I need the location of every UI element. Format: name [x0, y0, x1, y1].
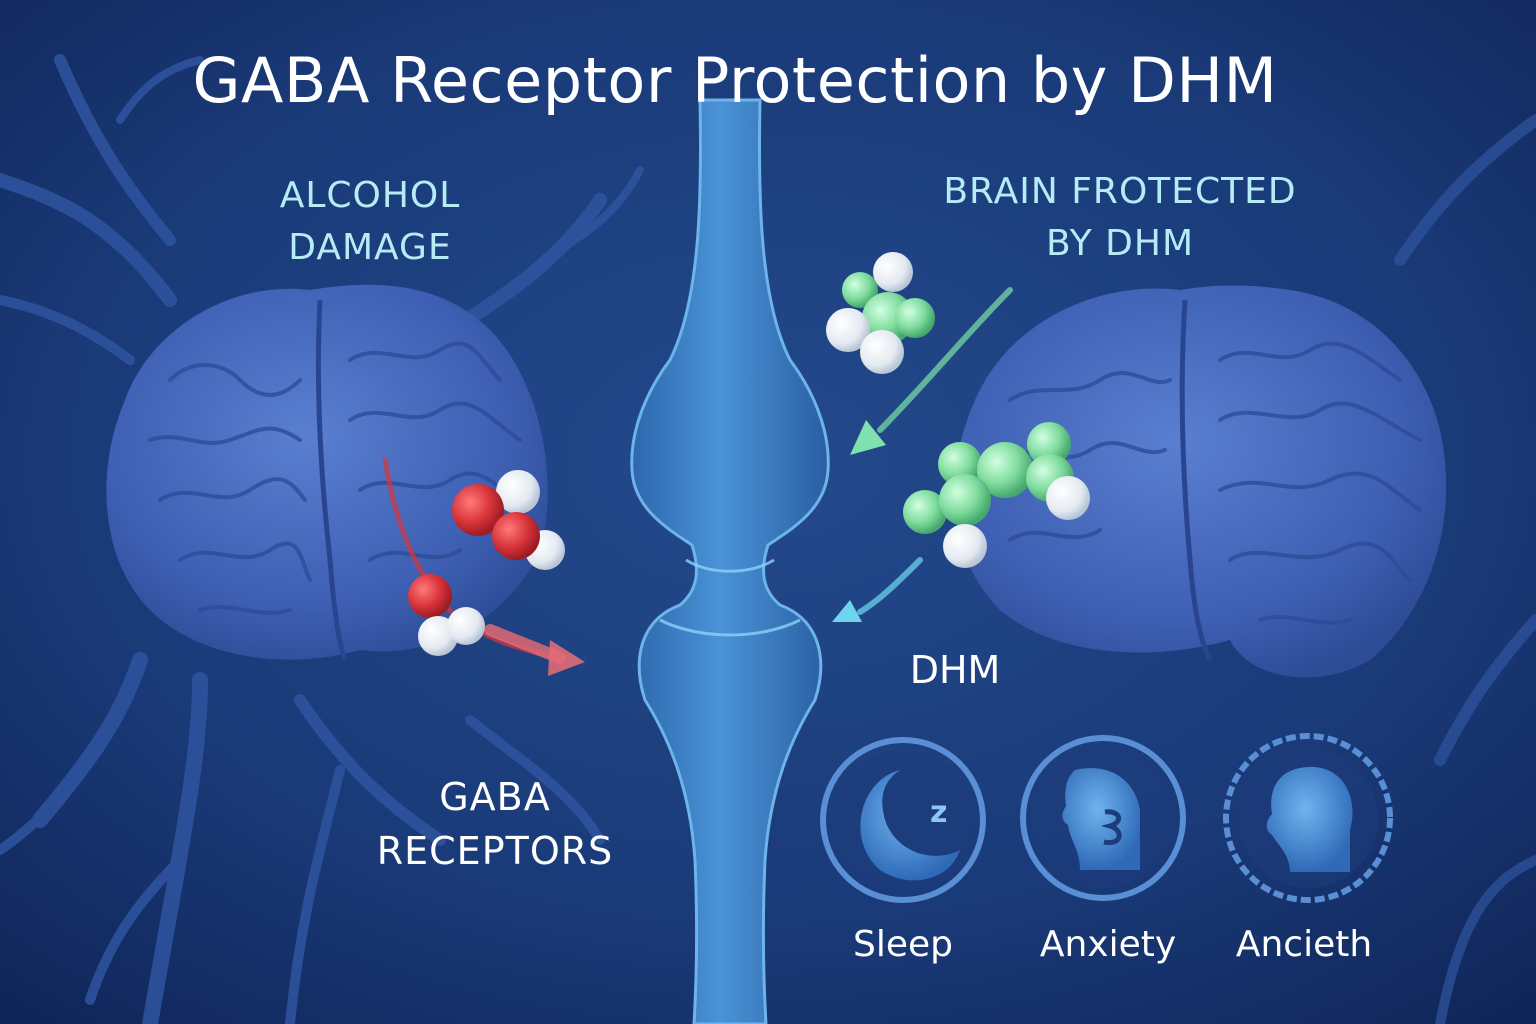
anxious-face-icon	[1020, 735, 1186, 901]
page-title: GABA Receptor Protection by DHM	[192, 44, 1278, 117]
brain-protected-heading: BRAIN FROTECTED BY DHM	[900, 166, 1340, 270]
brain-protected-heading-line2: BY DHM	[1045, 223, 1194, 264]
dhm-label: DHM	[909, 648, 1001, 692]
alcohol-molecule-lower	[408, 574, 485, 656]
svg-text:z: z	[930, 795, 947, 830]
alcohol-damage-heading-line1: ALCOHOL	[279, 175, 461, 216]
dhm-molecule-upper	[826, 252, 935, 374]
dhm-flow-arrows	[832, 287, 1013, 622]
gaba-receptors-label: GABA RECEPTORS	[330, 770, 660, 878]
alcohol-damage-heading: ALCOHOL DAMAGE	[200, 170, 540, 274]
background-dendrites-left	[0, 54, 644, 1024]
alcohol-damage-heading-line2: DAMAGE	[288, 227, 452, 268]
brain-protected-heading-line1: BRAIN FROTECTED	[943, 171, 1297, 212]
benefit-label-sleep: Sleep	[852, 924, 953, 965]
benefit-label-third: Ancieth	[1235, 924, 1373, 965]
brain-left	[106, 284, 548, 661]
alcohol-molecule-upper	[452, 470, 565, 570]
benefit-label-anxiety: Anxiety	[1039, 924, 1177, 965]
gaba-receptors-label-line1: GABA	[439, 775, 551, 819]
background-dendrites-right	[1394, 114, 1536, 1024]
gaba-receptors-label-line2: RECEPTORS	[376, 829, 614, 873]
calm-head-icon	[1223, 733, 1393, 903]
moon-sleep-icon: z	[820, 737, 986, 903]
synapse-neuron	[630, 98, 830, 1024]
dhm-molecule-lower	[903, 422, 1090, 568]
